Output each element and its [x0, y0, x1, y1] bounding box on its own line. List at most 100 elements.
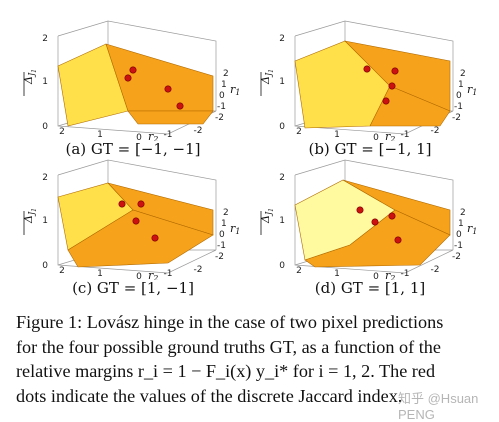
r1-tick-label: 1 — [221, 219, 227, 229]
z-tick-label: 2 — [42, 34, 48, 44]
r1-tick-label: 0 — [456, 230, 462, 240]
r2-tick-label: -1 — [164, 269, 173, 279]
jaccard-dot — [382, 97, 390, 105]
z-tick-label: 0 — [279, 261, 285, 271]
jaccard-dot — [118, 200, 126, 208]
r1-tick-label: 1 — [221, 80, 227, 90]
z-tick-label: 2 — [279, 34, 285, 44]
jaccard-dot — [363, 65, 371, 73]
x-tick-label: 0 — [136, 133, 142, 141]
plot-box — [294, 159, 454, 274]
r1-tick-label: 2 — [460, 208, 466, 218]
x-tick-label: 0 — [136, 272, 142, 280]
r1-tick-label: -2 — [215, 113, 224, 123]
z-tick-label: 1 — [42, 77, 48, 87]
r1-tick-label: -1 — [454, 241, 463, 251]
jaccard-dot — [391, 67, 399, 75]
r1-tick-label: 0 — [219, 91, 225, 101]
r2-tick-label: -1 — [401, 269, 410, 279]
r1-tick-label: -1 — [217, 241, 226, 251]
r2-tick-label: -2 — [194, 126, 203, 136]
surface-facet — [304, 209, 451, 268]
figure-caption: Figure 1: Lovász hinge in the case of tw… — [16, 310, 491, 408]
jaccard-dot — [129, 66, 137, 74]
z-axis-label: ΔJ1 — [22, 208, 38, 224]
panel-caption: (a) GT = [−1, −1] — [65, 140, 201, 158]
z-axis-label: ΔJ1 — [259, 208, 275, 224]
z-tick-label: 1 — [279, 77, 285, 87]
panel-caption: (b) GT = [−1, 1] — [308, 140, 432, 158]
x-tick-label: 2 — [296, 266, 302, 276]
z-tick-label: 0 — [42, 261, 48, 271]
panel-d: 2 1 0 ΔJ1 2 1 0 -1 -2 r2 2 1 0 -1 -2 r1 (d) GT = [1, 1] — [255, 155, 485, 300]
figure-grid: 2 1 0 ΔJ1 2 1 0 -1 -2 r2 2 1 0 -1 -2 r1 (a) GT = [−1, −… — [18, 16, 485, 300]
jaccard-dot — [356, 206, 364, 214]
caption-line-1: Figure 1: Lovász hinge in the case of tw… — [16, 312, 444, 332]
r2-tick-label: -1 — [164, 130, 173, 140]
r1-tick-label: -1 — [454, 102, 463, 112]
plot-box — [294, 20, 454, 135]
r1-axis-label: r1 — [230, 83, 240, 97]
r1-tick-label: 0 — [456, 91, 462, 101]
surface-facet — [127, 110, 214, 125]
r1-tick-label: 0 — [219, 230, 225, 240]
x-tick-label: 1 — [334, 269, 340, 279]
r2-axis-label: r2 — [148, 269, 158, 280]
panel-b: 2 1 0 ΔJ1 2 1 0 -1 -2 r2 2 1 0 -1 -2 r1 (b) GT = [−1, 1… — [255, 16, 485, 161]
z-tick-label: 2 — [42, 173, 48, 183]
z-tick-label: 0 — [42, 122, 48, 132]
plot-box — [57, 20, 217, 135]
x-tick-label: 2 — [59, 266, 65, 276]
jaccard-dot — [394, 236, 402, 244]
x-tick-label: 1 — [97, 130, 103, 140]
r2-tick-label: -1 — [401, 130, 410, 140]
r1-tick-label: -2 — [452, 113, 461, 123]
panel-a: 2 1 0 ΔJ1 2 1 0 -1 -2 r2 2 1 0 -1 -2 r1 (a) GT = [−1, −… — [18, 16, 248, 161]
z-tick-label: 1 — [42, 216, 48, 226]
jaccard-dot — [176, 102, 184, 110]
r2-axis-label: r2 — [148, 130, 158, 141]
r2-tick-label: -2 — [431, 126, 440, 136]
r1-tick-label: -1 — [217, 102, 226, 112]
panel-c: 2 1 0 ΔJ1 2 1 0 -1 -2 r2 2 1 0 -1 -2 r1 (c) GT = [1, −1… — [18, 155, 248, 300]
r1-tick-label: 2 — [223, 69, 229, 79]
panel-caption: (d) GT = [1, 1] — [314, 279, 426, 297]
z-tick-label: 2 — [279, 173, 285, 183]
r2-axis-label: r2 — [385, 130, 395, 141]
x-tick-label: 0 — [373, 272, 379, 280]
jaccard-dot — [151, 234, 159, 242]
jaccard-dot — [164, 85, 172, 93]
x-tick-label: 0 — [373, 133, 379, 141]
plot-box — [57, 159, 217, 274]
r1-axis-label: r1 — [467, 83, 477, 97]
r1-axis-label: r1 — [230, 222, 240, 236]
x-tick-label: 2 — [296, 127, 302, 137]
z-axis-label: ΔJ1 — [22, 69, 38, 85]
jaccard-dot — [371, 218, 379, 226]
caption-line-4: dots indicate the values of the discrete… — [16, 385, 403, 406]
z-tick-label: 0 — [279, 122, 285, 132]
r2-tick-label: -2 — [194, 265, 203, 275]
r1-tick-label: -2 — [215, 252, 224, 262]
z-tick-label: 1 — [279, 216, 285, 226]
r2-axis-label: r2 — [385, 269, 395, 280]
z-axis-label: ΔJ1 — [259, 69, 275, 85]
x-tick-label: 1 — [334, 130, 340, 140]
r1-axis-label: r1 — [467, 222, 477, 236]
caption-line-3: relative margins r_i = 1 − F_i(x) y_i* f… — [16, 361, 436, 381]
jaccard-dot — [137, 200, 145, 208]
x-tick-label: 2 — [59, 127, 65, 137]
jaccard-dot — [124, 74, 132, 82]
panel-caption: (c) GT = [1, −1] — [72, 279, 194, 297]
r1-tick-label: 2 — [460, 69, 466, 79]
r1-tick-label: -2 — [452, 252, 461, 262]
r2-tick-label: -2 — [431, 265, 440, 275]
jaccard-dot — [388, 212, 396, 220]
caption-line-2: for the four possible ground truths GT, … — [16, 336, 441, 357]
x-tick-label: 1 — [97, 269, 103, 279]
jaccard-dot — [132, 217, 140, 225]
